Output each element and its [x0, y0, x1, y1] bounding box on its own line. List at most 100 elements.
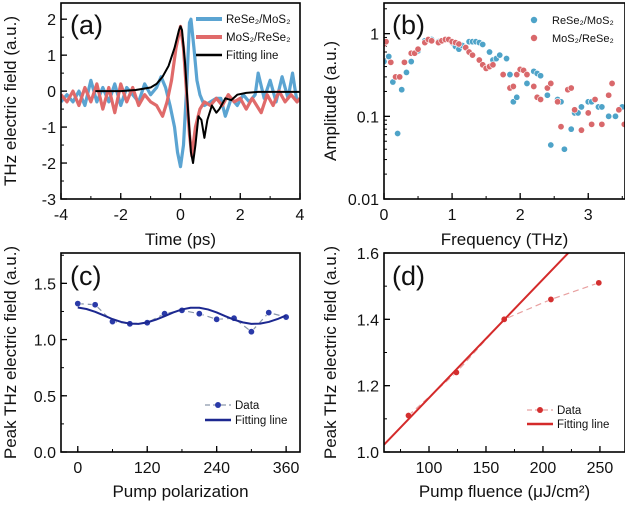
series-rese-mos--point	[496, 51, 504, 59]
series-mos-rese--point	[400, 58, 408, 66]
panel-a: -4 -2 0 2 4 -3 -2 -1 0 1 2 ReSe₂/MoS₂ MoS₂/ReSe₂ Fitt…	[1, 2, 305, 249]
y-axis-label: Peak THz electric field (a.u.)	[1, 246, 20, 459]
y-tick-label: -2	[42, 156, 56, 173]
legend-label: ReSe₂/MoS₂	[226, 14, 291, 26]
legend-entry: MoS₂/ReSe₂	[530, 33, 614, 45]
x-tick-label: 2	[516, 207, 525, 224]
series-mos-rese--point	[513, 71, 521, 79]
series-fitting-line-line	[384, 253, 570, 446]
series-data-point	[595, 279, 603, 287]
series-rese-mos--point	[523, 79, 531, 87]
y-tick-label: 0.1	[357, 109, 379, 126]
legend-label: ReSe₂/MoS₂	[552, 15, 614, 27]
panel-c: 0 120 240 360 0.0 0.5 1.0 1.5 Data Fitting line (c…	[1, 246, 301, 501]
legend-entry: Fitting line	[196, 50, 278, 62]
x-axis-label: Frequency (THz)	[441, 230, 569, 249]
y-tick-label: 1.4	[357, 312, 379, 329]
x-tick-label: 3	[584, 207, 593, 224]
series-mos-rese--point	[571, 106, 579, 114]
x-tick-label: 200	[530, 460, 557, 477]
x-tick-label: 360	[273, 460, 300, 477]
x-tick-label: 120	[134, 460, 161, 477]
x-tick-label: 2	[236, 207, 245, 224]
series-mos-rese--point	[396, 73, 404, 81]
series-mos-rese--point	[509, 82, 517, 90]
series-mos-rese--point	[598, 120, 606, 128]
series-mos-rese--point	[489, 61, 497, 69]
series-mos-rese--point	[414, 45, 422, 53]
x-tick-label: 1	[448, 207, 457, 224]
series-mos-rese--point	[537, 95, 545, 103]
x-tick-label: 240	[203, 460, 230, 477]
plot-frame	[60, 2, 301, 200]
series-data-point	[547, 295, 555, 303]
series-data-point	[247, 328, 255, 336]
x-tick-label: 250	[587, 460, 614, 477]
series-rese-mos--point	[402, 68, 410, 76]
y-tick-label: -1	[42, 120, 56, 137]
y-tick-label: 2	[47, 12, 56, 29]
panel-label: (b)	[392, 10, 425, 40]
series-mos-rese--point	[567, 84, 575, 92]
series-rese-mos--point	[560, 145, 568, 153]
x-tick-label: 100	[416, 460, 443, 477]
series-data-point	[74, 300, 82, 308]
x-tick-label: -4	[54, 207, 68, 224]
x-tick-label: 0	[380, 207, 389, 224]
series-mos-rese--point	[584, 109, 592, 117]
panel-label: (c)	[70, 261, 101, 291]
x-tick-label: 0	[73, 460, 82, 477]
series-rese-mos--point	[506, 71, 514, 79]
series-rese-mos--point	[543, 91, 551, 99]
series-data-line	[408, 282, 599, 416]
x-tick-label: -2	[114, 207, 128, 224]
series-rese-mos--point	[547, 141, 555, 149]
plot-frame	[60, 252, 301, 453]
series-data-point	[91, 301, 99, 309]
panel-label: (d)	[392, 261, 425, 291]
plot-area	[61, 17, 300, 169]
legend-entry: ReSe₂/MoS₂	[530, 15, 614, 27]
legend-label: Data	[557, 405, 582, 417]
series-mos-rese--point	[547, 79, 555, 87]
legend-entry: MoS₂/ReSe₂	[196, 32, 291, 44]
series-rese-mos--point	[503, 55, 511, 63]
x-axis-label: Pump polarization	[112, 482, 248, 501]
series-rese-mos--point	[394, 129, 402, 137]
y-axis-label: Amplitude (a.u.)	[321, 41, 340, 161]
series-rese-mos--point	[486, 48, 494, 56]
series-mos-rese--point	[455, 40, 463, 48]
series-mos-rese--point	[530, 82, 538, 90]
series-mos-rese--point	[475, 56, 483, 64]
plot-frame	[383, 2, 625, 200]
series-mos-rese--point	[499, 71, 507, 79]
series-mos-rese--point	[591, 95, 599, 103]
x-tick-label: 0	[176, 207, 185, 224]
legend-entry: ReSe₂/MoS₂	[196, 14, 291, 26]
y-axis-label: THz electric field (a.u.)	[1, 16, 20, 186]
legend-entry: Fitting line	[205, 415, 287, 427]
legend-entry: Data	[527, 405, 582, 417]
series-mos-rese--point	[615, 106, 623, 114]
y-tick-label: 1.2	[357, 379, 379, 396]
series-data-point	[265, 309, 273, 317]
series-fitting-line-line	[95, 25, 300, 165]
series-data-point	[195, 310, 203, 318]
series-mos-rese--point	[384, 38, 390, 46]
series-mos-rese--point	[557, 123, 565, 131]
legend-marker	[530, 16, 538, 24]
y-tick-label: 0	[47, 84, 56, 101]
y-tick-label: 0.5	[34, 389, 56, 406]
legend-label: MoS₂/ReSe₂	[226, 32, 291, 44]
legend-label: MoS₂/ReSe₂	[552, 33, 614, 45]
y-tick-label: 1.0	[34, 333, 56, 350]
series-mos-rese--point	[577, 126, 585, 134]
plot-frame	[383, 252, 625, 453]
panel-label: (a)	[70, 10, 103, 40]
minor-ticks	[60, 18, 301, 200]
legend-marker	[215, 402, 221, 408]
y-tick-label: 1.0	[357, 445, 379, 462]
series-rese-mos--point	[479, 40, 487, 48]
x-axis-label: Pump fluence (μJ/cm²)	[419, 482, 590, 501]
